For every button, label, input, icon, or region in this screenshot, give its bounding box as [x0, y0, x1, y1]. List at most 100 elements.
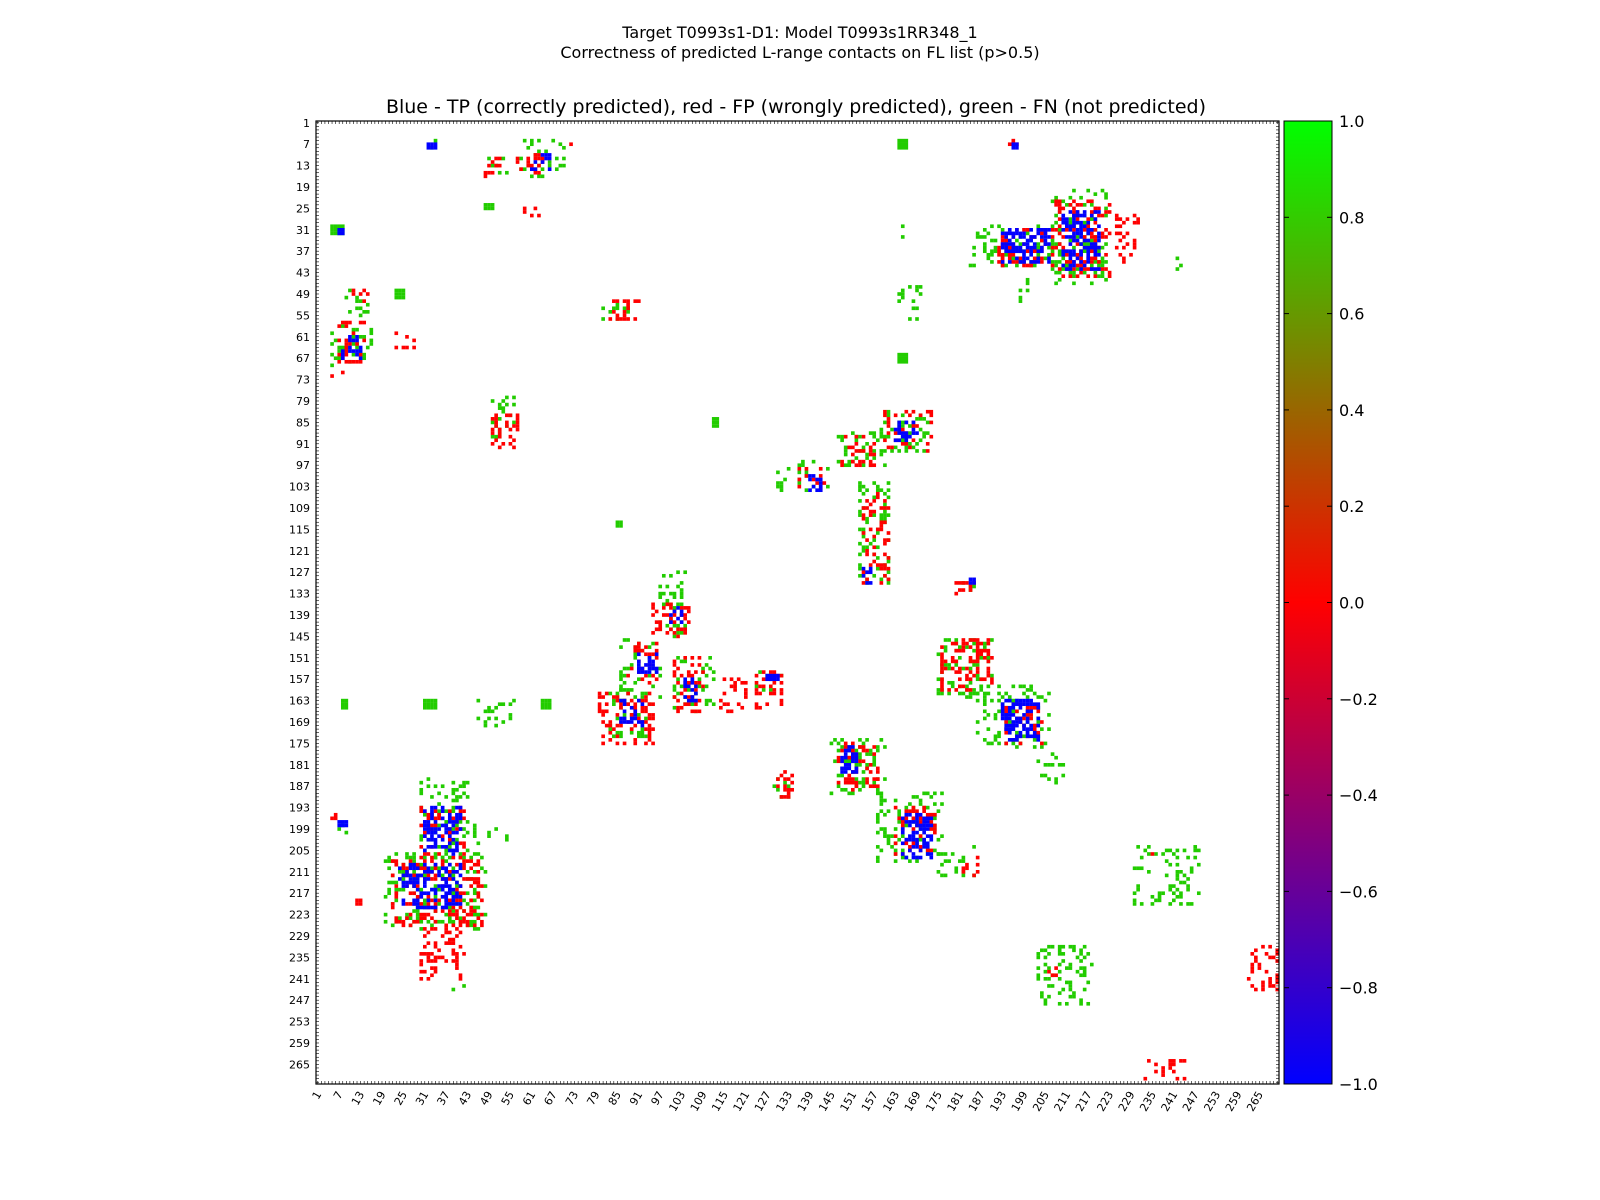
- contact-cell-tp: [423, 809, 427, 814]
- contact-cell-tp: [1029, 252, 1033, 257]
- contact-cell-fp: [451, 937, 456, 942]
- contact-cell-fn: [483, 912, 488, 917]
- contact-cell-fn: [1186, 855, 1190, 860]
- contact-cell-tp: [904, 434, 909, 439]
- contact-cell-fn: [847, 463, 852, 468]
- contact-cell-fp: [405, 902, 409, 906]
- contact-cell-fp: [865, 552, 869, 557]
- contact-cell-fp: [975, 641, 980, 646]
- contact-cell-fp: [854, 434, 859, 439]
- contact-cell-fp: [940, 680, 944, 685]
- contact-cell-fp: [958, 581, 962, 585]
- contact-cell-fp: [423, 952, 427, 956]
- contact-cell-tp: [1036, 256, 1041, 261]
- contact-cell-fn: [455, 823, 459, 828]
- contact-cell-tp: [458, 902, 463, 906]
- cluster-fp: [419, 927, 466, 981]
- contact-cell-fp: [1257, 966, 1262, 970]
- contact-cell-fp: [633, 299, 638, 303]
- contact-cell-fn: [704, 673, 709, 678]
- contact-cell-fp: [494, 163, 498, 168]
- contact-cell-fp: [462, 916, 466, 921]
- x-tick-label: 265: [1244, 1089, 1266, 1114]
- contact-cell-fn: [979, 656, 984, 660]
- contact-cell-tp: [925, 816, 930, 821]
- contact-cell-fn: [619, 684, 623, 689]
- contact-cell-fp: [604, 709, 609, 714]
- cluster-fn: [344, 288, 370, 318]
- contact-cell-fn: [451, 805, 456, 810]
- contact-cell-fp: [462, 891, 466, 896]
- contact-cell-tp: [451, 894, 456, 899]
- contact-cell-fn: [1086, 188, 1091, 193]
- contact-cell-fp: [840, 459, 844, 464]
- contact-cell-fn: [676, 677, 680, 682]
- contact-cell-tp: [1007, 727, 1012, 731]
- contact-cell-fn: [701, 688, 705, 692]
- contact-cell-fp: [865, 748, 869, 753]
- contact-cell-tp: [1072, 238, 1076, 243]
- colorbar-tick-label: 0.6: [1339, 305, 1364, 324]
- contact-cell-fp: [637, 641, 641, 646]
- contact-cell-tp: [426, 830, 431, 835]
- contact-cell-fn: [476, 927, 481, 931]
- contact-cell-fp: [433, 823, 438, 828]
- contact-cell-fn: [1168, 887, 1173, 892]
- x-tick-label: 103: [666, 1089, 688, 1114]
- contact-cell-fn: [644, 716, 648, 721]
- contact-cell-fp: [1118, 252, 1123, 257]
- contact-cell-fn: [843, 787, 848, 792]
- contact-cell-fp: [1089, 249, 1094, 254]
- contact-cell-fp: [612, 310, 616, 314]
- contact-cell-tp: [622, 709, 627, 714]
- contact-cell-fp: [929, 827, 934, 831]
- contact-cell-tp: [686, 698, 691, 703]
- contact-cell-fp: [440, 862, 445, 867]
- contact-cell-fp: [811, 477, 816, 482]
- contact-cell-fn: [1025, 277, 1030, 282]
- contact-cell-tp: [1022, 231, 1026, 236]
- contact-cell-fn: [1189, 902, 1194, 906]
- contact-cell-tp: [868, 570, 873, 575]
- contact-cell-fn: [940, 862, 944, 867]
- contact-cell-tp: [908, 820, 912, 824]
- figure-title-line2: Correctness of predicted L-range contact…: [560, 43, 1039, 62]
- contact-cell-fn: [1072, 270, 1076, 275]
- contact-cell-tp: [415, 887, 420, 892]
- contact-cell-tp: [1025, 698, 1030, 703]
- contact-cell-fp: [758, 691, 762, 696]
- contact-cell-fn: [487, 834, 491, 838]
- contact-cell-fn: [886, 495, 891, 500]
- x-tick-label: 109: [688, 1089, 710, 1114]
- contact-cell-fp: [626, 673, 630, 678]
- contact-cell-fn: [968, 666, 973, 671]
- contact-cell-fn: [608, 727, 613, 731]
- contact-cell-fp: [455, 912, 459, 917]
- contact-cell-tp: [440, 809, 445, 814]
- contact-cell-tp: [1007, 238, 1012, 243]
- contact-cell-fn: [872, 513, 877, 517]
- contact-cell-fp: [1004, 741, 1009, 746]
- contact-cell-tp: [1036, 705, 1041, 710]
- contact-cell-tp: [451, 830, 456, 835]
- contact-cell-fp: [1075, 274, 1080, 279]
- contact-cell-fn: [451, 780, 456, 785]
- contact-cell-fn: [351, 342, 356, 346]
- contact-cell-fp: [358, 902, 363, 906]
- contact-cell-fn: [861, 445, 866, 450]
- contact-cell-fn: [340, 345, 345, 350]
- contact-cell-fp: [797, 477, 802, 482]
- contact-cell-fn: [619, 670, 623, 674]
- contact-cell-fn: [469, 919, 474, 924]
- contact-cell-fn: [1189, 870, 1194, 874]
- contact-cell-fn: [487, 203, 491, 207]
- contact-cell-fp: [1086, 267, 1091, 271]
- contact-cell-fp: [918, 816, 923, 821]
- contact-cell-fp: [533, 170, 538, 175]
- contact-cell-fn: [398, 288, 402, 293]
- contact-cell-fp: [868, 784, 873, 789]
- contact-cell-fn: [883, 798, 887, 803]
- cluster-fp: [961, 855, 980, 878]
- contact-cell-fp: [340, 370, 345, 375]
- contact-cell-fp: [430, 823, 434, 828]
